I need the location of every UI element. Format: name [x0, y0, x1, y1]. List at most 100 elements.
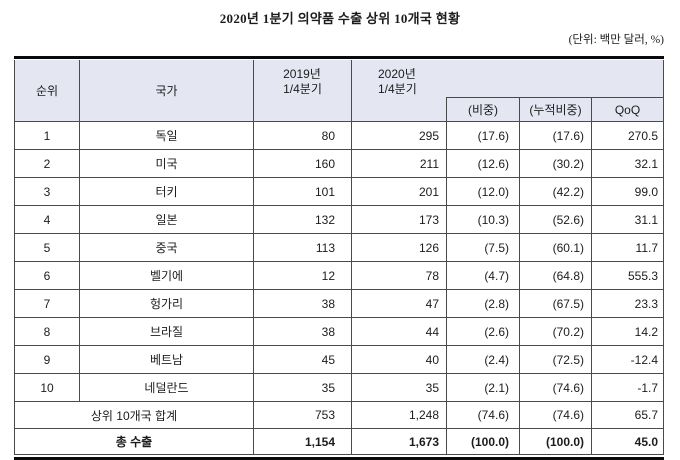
share-cell: (12.0) [447, 178, 520, 206]
value-2019-cell: 113 [254, 234, 352, 262]
rank-cell: 9 [14, 346, 80, 374]
header-country: 국가 [80, 60, 254, 122]
table-header: 순위 국가 2019년 1/4분기 2020년 1/4분기 (비중) (누적비중) … [14, 60, 665, 122]
table-row: 2 미국 160 211 (12.6) (30.2) 32.1 [14, 150, 665, 178]
subtotal-label: 상위 10개국 합계 [14, 402, 254, 429]
header-2019-quarter-label: 2019년 1/4분기 [283, 67, 322, 97]
share-cell: (12.6) [447, 150, 520, 178]
country-cell: 네덜란드 [80, 374, 254, 402]
cumulative-share-cell: (72.5) [520, 346, 592, 374]
share-cell: (2.8) [447, 290, 520, 318]
share-cell: (4.7) [447, 262, 520, 290]
value-2019-cell: 35 [254, 374, 352, 402]
total-share-cell: (100.0) [447, 429, 520, 455]
subtotal-cumulative-cell: (74.6) [520, 402, 592, 429]
country-cell: 중국 [80, 234, 254, 262]
header-rank: 순위 [14, 60, 80, 122]
table-row: 5 중국 113 126 (7.5) (60.1) 11.7 [14, 234, 665, 262]
qoq-cell: 32.1 [592, 150, 665, 178]
qoq-cell: 14.2 [592, 318, 665, 346]
qoq-cell: 99.0 [592, 178, 665, 206]
page-title: 2020년 1분기 의약품 수출 상위 10개국 현황 [219, 11, 461, 26]
total-qoq-cell: 45.0 [592, 429, 665, 455]
qoq-cell: -12.4 [592, 346, 665, 374]
value-2020-cell: 47 [352, 290, 447, 318]
value-2019-cell: 101 [254, 178, 352, 206]
total-label: 총 수출 [14, 429, 254, 455]
country-cell: 일본 [80, 206, 254, 234]
rank-cell: 3 [14, 178, 80, 206]
header-2019-line1: 2019년 [283, 67, 321, 81]
share-cell: (2.1) [447, 374, 520, 402]
value-2020-cell: 35 [352, 374, 447, 402]
subtotal-2020-cell: 1,248 [352, 402, 447, 429]
value-2019-cell: 38 [254, 318, 352, 346]
rank-cell: 6 [14, 262, 80, 290]
country-cell: 헝가리 [80, 290, 254, 318]
header-2020-quarter: 2020년 1/4분기 [352, 60, 665, 97]
table-row: 7 헝가리 38 47 (2.8) (67.5) 23.3 [14, 290, 665, 318]
table-row: 9 베트남 45 40 (2.4) (72.5) -12.4 [14, 346, 665, 374]
cumulative-share-cell: (30.2) [520, 150, 592, 178]
header-2019-quarter: 2019년 1/4분기 [254, 60, 352, 122]
country-cell: 독일 [80, 122, 254, 150]
share-cell: (7.5) [447, 234, 520, 262]
qoq-cell: 23.3 [592, 290, 665, 318]
qoq-cell: 31.1 [592, 206, 665, 234]
table-row: 10 네덜란드 35 35 (2.1) (74.6) -1.7 [14, 374, 665, 402]
value-2019-cell: 132 [254, 206, 352, 234]
share-cell: (2.6) [447, 318, 520, 346]
document-page: 2020년 1분기 의약품 수출 상위 10개국 현황 (단위: 백만 달러, … [0, 8, 680, 460]
header-2020-value-spacer [352, 97, 447, 122]
cumulative-share-cell: (67.5) [520, 290, 592, 318]
cumulative-share-cell: (64.8) [520, 262, 592, 290]
cumulative-share-cell: (52.6) [520, 206, 592, 234]
cumulative-share-cell: (17.6) [520, 122, 592, 150]
subtotal-2019-cell: 753 [254, 402, 352, 429]
unit-note: (단위: 백만 달러, %) [568, 34, 664, 46]
cumulative-share-cell: (60.1) [520, 234, 592, 262]
cumulative-share-cell: (42.2) [520, 178, 592, 206]
header-qoq: QoQ [592, 97, 665, 122]
qoq-cell: -1.7 [592, 374, 665, 402]
total-2020-cell: 1,673 [352, 429, 447, 455]
rank-cell: 8 [14, 318, 80, 346]
subtotal-share-cell: (74.6) [447, 402, 520, 429]
country-cell: 브라질 [80, 318, 254, 346]
share-cell: (17.6) [447, 122, 520, 150]
export-table: 순위 국가 2019년 1/4분기 2020년 1/4분기 (비중) (누적비중) … [14, 60, 665, 455]
qoq-cell: 555.3 [592, 262, 665, 290]
value-2020-cell: 211 [352, 150, 447, 178]
header-row-top: 순위 국가 2019년 1/4분기 2020년 1/4분기 [14, 60, 665, 122]
table-row: 6 벨기에 12 78 (4.7) (64.8) 555.3 [14, 262, 665, 290]
rank-cell: 1 [14, 122, 80, 150]
header-2020-line1: 2020년 [378, 67, 416, 81]
rank-cell: 5 [14, 234, 80, 262]
header-row-sub: (비중) (누적비중) QoQ [14, 97, 665, 122]
country-cell: 터키 [80, 178, 254, 206]
value-2020-cell: 40 [352, 346, 447, 374]
total-row: 총 수출 1,154 1,673 (100.0) (100.0) 45.0 [14, 429, 665, 455]
value-2019-cell: 45 [254, 346, 352, 374]
country-cell: 베트남 [80, 346, 254, 374]
export-table-frame: 순위 국가 2019년 1/4분기 2020년 1/4분기 (비중) (누적비중) … [14, 56, 665, 460]
qoq-cell: 270.5 [592, 122, 665, 150]
header-cumulative-share: (누적비중) [520, 97, 592, 122]
value-2020-cell: 173 [352, 206, 447, 234]
value-2019-cell: 160 [254, 150, 352, 178]
share-cell: (10.3) [447, 206, 520, 234]
rank-cell: 2 [14, 150, 80, 178]
qoq-cell: 11.7 [592, 234, 665, 262]
header-2020-line2: 1/4분기 [378, 82, 417, 96]
table-row: 8 브라질 38 44 (2.6) (70.2) 14.2 [14, 318, 665, 346]
rank-cell: 4 [14, 206, 80, 234]
table-body: 1 독일 80 295 (17.6) (17.6) 270.5 2 미국 160… [14, 122, 665, 455]
value-2019-cell: 12 [254, 262, 352, 290]
share-cell: (2.4) [447, 346, 520, 374]
country-cell: 벨기에 [80, 262, 254, 290]
total-2019-cell: 1,154 [254, 429, 352, 455]
rank-cell: 10 [14, 374, 80, 402]
header-share: (비중) [447, 97, 520, 122]
value-2020-cell: 201 [352, 178, 447, 206]
table-row: 4 일본 132 173 (10.3) (52.6) 31.1 [14, 206, 665, 234]
